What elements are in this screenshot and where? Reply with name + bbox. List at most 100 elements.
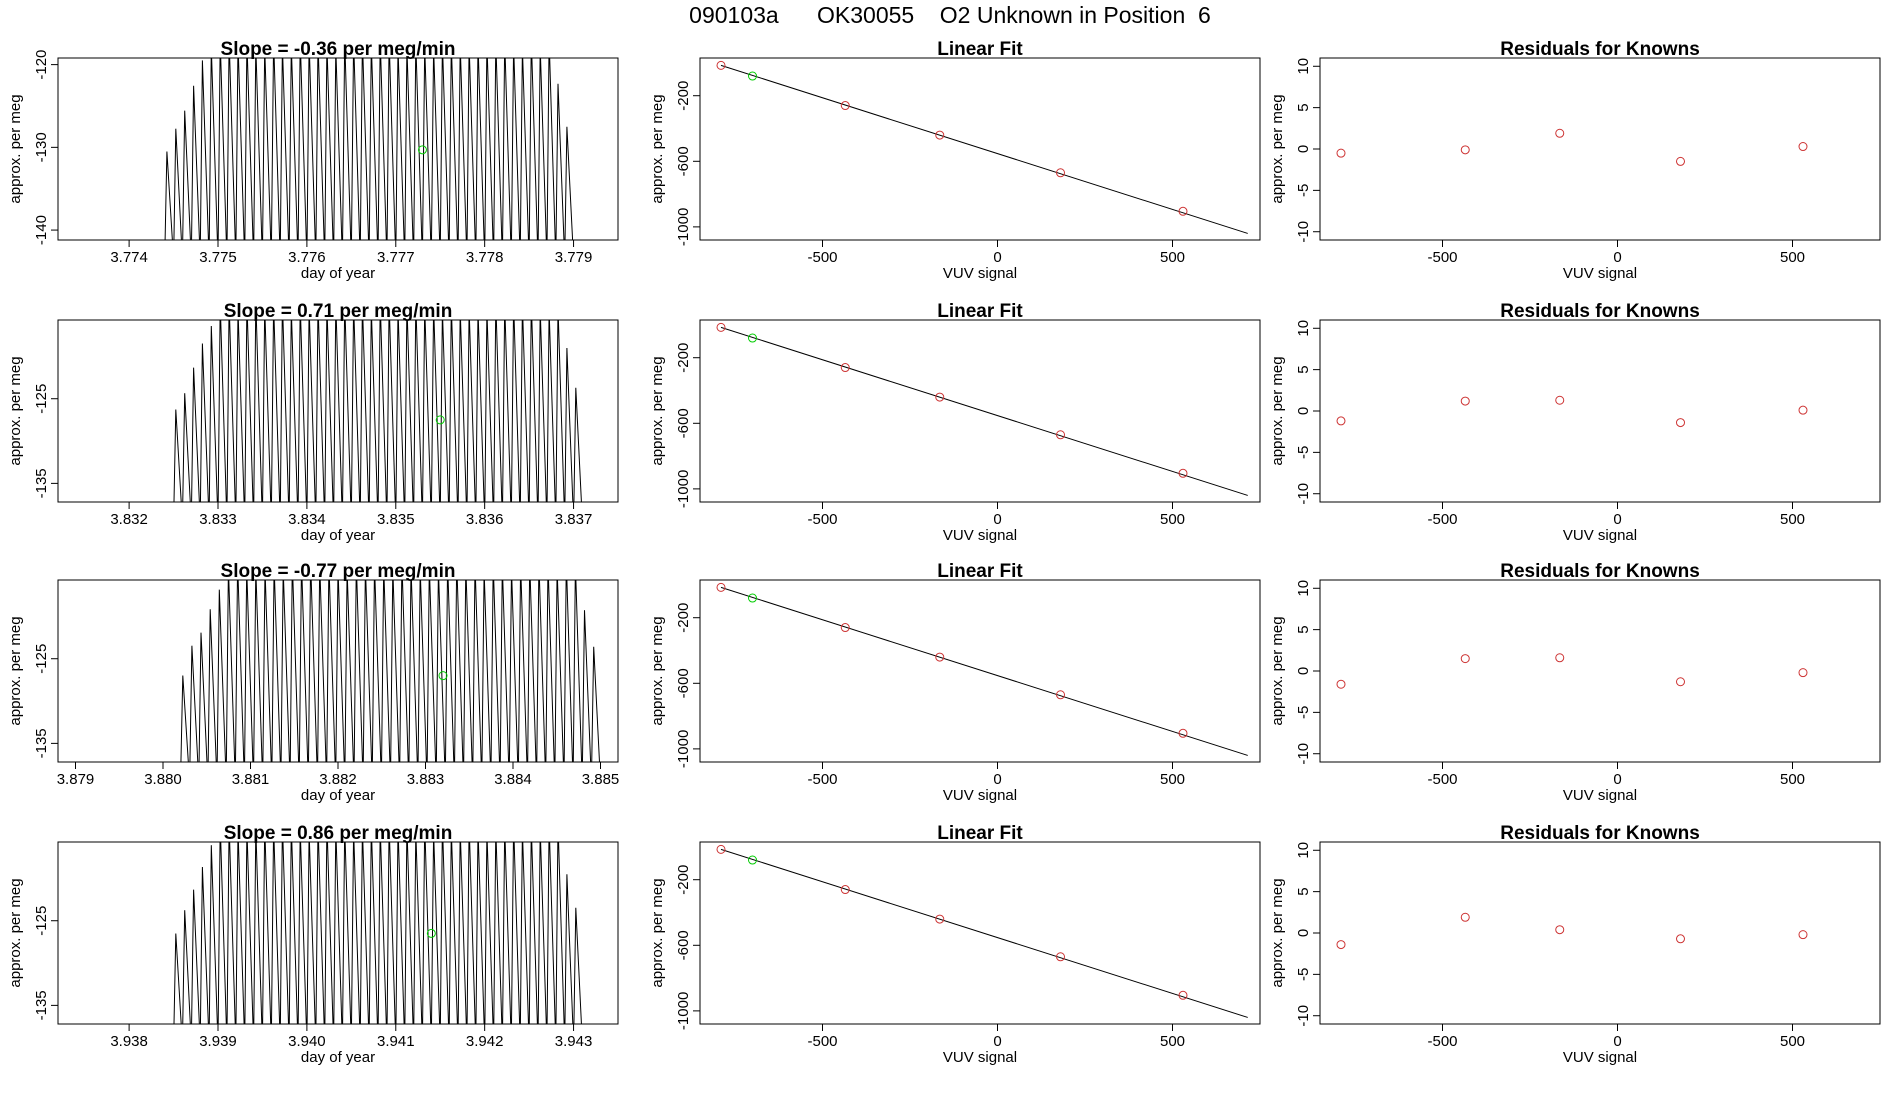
panel-title: Slope = 0.71 per meg/min: [224, 301, 453, 322]
y-tick-label: 10: [1295, 58, 1312, 75]
y-axis-label: approx. per meg: [7, 356, 24, 465]
panel-6: Residuals for Knowns -500 0 500 10 5 0 -5 -10 VUV…: [1269, 301, 1881, 544]
y-tick-label: -600: [675, 930, 692, 960]
x-tick-label: -500: [1427, 1033, 1457, 1050]
known-point: [1555, 925, 1565, 935]
fit-line: [720, 586, 1248, 756]
x-tick-label: 0: [1613, 771, 1621, 788]
known-point: [840, 623, 850, 633]
x-tick-label: -500: [807, 249, 837, 266]
known-point: [1178, 206, 1188, 216]
known-point: [1178, 728, 1188, 738]
y-axis-label: approx. per meg: [649, 878, 666, 987]
y-tick-label: -10: [1295, 1005, 1312, 1027]
known-point: [1460, 654, 1470, 664]
y-tick-label: -5: [1295, 706, 1312, 719]
x-tick-label: 3.938: [110, 1033, 148, 1050]
known-point: [716, 60, 726, 70]
panel-title: Linear Fit: [937, 301, 1023, 322]
panel-11: Linear Fit -500 0 500 -200 -600 -1000 VUV signa…: [649, 823, 1261, 1066]
y-tick-label: 0: [1295, 929, 1312, 937]
y-tick-label: -135: [33, 728, 50, 758]
y-axis-label: approx. per meg: [649, 94, 666, 203]
x-tick-label: 3.939: [199, 1033, 237, 1050]
y-tick-label: -120: [33, 50, 50, 80]
data-trace: [180, 580, 600, 762]
x-tick-label: 3.941: [377, 1033, 415, 1050]
y-tick-label: 5: [1295, 365, 1312, 373]
x-tick-label: 0: [1613, 249, 1621, 266]
unknown-point: [748, 855, 757, 865]
panel-10: Slope = 0.86 per meg/min 3.938 3.939 3.940 3…: [7, 823, 619, 1066]
x-tick-label: 500: [1160, 1033, 1185, 1050]
x-tick-label: -500: [807, 771, 837, 788]
known-point: [840, 101, 850, 111]
y-tick-label: -5: [1295, 968, 1312, 981]
plot-frame: [57, 57, 619, 241]
x-tick-label: 3.835: [377, 511, 415, 528]
y-tick-label: 5: [1295, 625, 1312, 633]
known-point: [935, 130, 945, 140]
x-tick-label: -500: [1427, 771, 1457, 788]
data-trace: [173, 320, 582, 502]
x-tick-label: 500: [1780, 1033, 1805, 1050]
y-axis-label: approx. per meg: [1269, 94, 1286, 203]
x-axis-label: VUV signal: [943, 787, 1017, 804]
known-point: [1460, 145, 1470, 155]
known-point: [1555, 128, 1565, 138]
known-point: [1555, 653, 1565, 663]
x-axis-label: day of year: [301, 265, 375, 282]
plot-frame: [699, 841, 1261, 1025]
x-tick-label: 3.776: [288, 249, 326, 266]
data-trace: [164, 58, 574, 240]
known-point: [716, 322, 726, 332]
plot-frame: [699, 579, 1261, 763]
x-tick-label: 500: [1780, 511, 1805, 528]
x-tick-label: -500: [807, 1033, 837, 1050]
known-point: [1460, 912, 1470, 922]
y-axis-label: approx. per meg: [7, 94, 24, 203]
plot-area: [716, 322, 1248, 496]
plot-area: [1336, 912, 1808, 950]
x-tick-label: 3.832: [110, 511, 148, 528]
panel-1: Slope = -0.36 per meg/min 3.774 3.775 3.776…: [7, 39, 619, 282]
x-tick-label: 3.778: [466, 249, 504, 266]
x-axis-label: day of year: [301, 1049, 375, 1066]
data-trace: [173, 842, 582, 1024]
y-tick-label: -600: [675, 146, 692, 176]
known-point: [1798, 405, 1808, 415]
y-tick-label: -200: [675, 81, 692, 111]
x-axis-label: VUV signal: [1563, 527, 1637, 544]
x-tick-label: -500: [1427, 249, 1457, 266]
y-tick-label: -200: [675, 343, 692, 373]
known-point: [935, 914, 945, 924]
known-point: [1336, 416, 1346, 426]
known-point: [1056, 430, 1065, 440]
y-tick-label: -1000: [675, 470, 692, 508]
x-tick-label: 3.777: [377, 249, 415, 266]
y-axis-label: approx. per meg: [1269, 878, 1286, 987]
x-tick-label: 3.880: [144, 771, 182, 788]
panel-8: Linear Fit -500 0 500 -200 -600 -1000 VUV signa…: [649, 561, 1261, 804]
y-axis-label: approx. per meg: [7, 878, 24, 987]
panel-title: Residuals for Knowns: [1500, 39, 1700, 60]
x-tick-label: 500: [1160, 249, 1185, 266]
known-point: [840, 363, 850, 373]
y-tick-label: -5: [1295, 446, 1312, 459]
known-point: [1676, 418, 1685, 428]
x-axis-label: VUV signal: [1563, 1049, 1637, 1066]
x-tick-label: 3.774: [110, 249, 148, 266]
unknown-point: [417, 145, 427, 155]
page-title: 090103a OK30055 O2 Unknown in Position 6: [689, 2, 1211, 28]
x-tick-label: 500: [1160, 771, 1185, 788]
y-tick-label: 5: [1295, 103, 1312, 111]
known-point: [1676, 156, 1685, 166]
x-tick-label: 0: [993, 771, 1001, 788]
y-tick-label: -10: [1295, 483, 1312, 505]
y-tick-label: -125: [33, 644, 50, 674]
x-axis-label: VUV signal: [943, 527, 1017, 544]
x-tick-label: 0: [1613, 1033, 1621, 1050]
x-tick-label: 3.940: [288, 1033, 326, 1050]
y-tick-label: -140: [33, 215, 50, 245]
x-tick-label: 500: [1160, 511, 1185, 528]
